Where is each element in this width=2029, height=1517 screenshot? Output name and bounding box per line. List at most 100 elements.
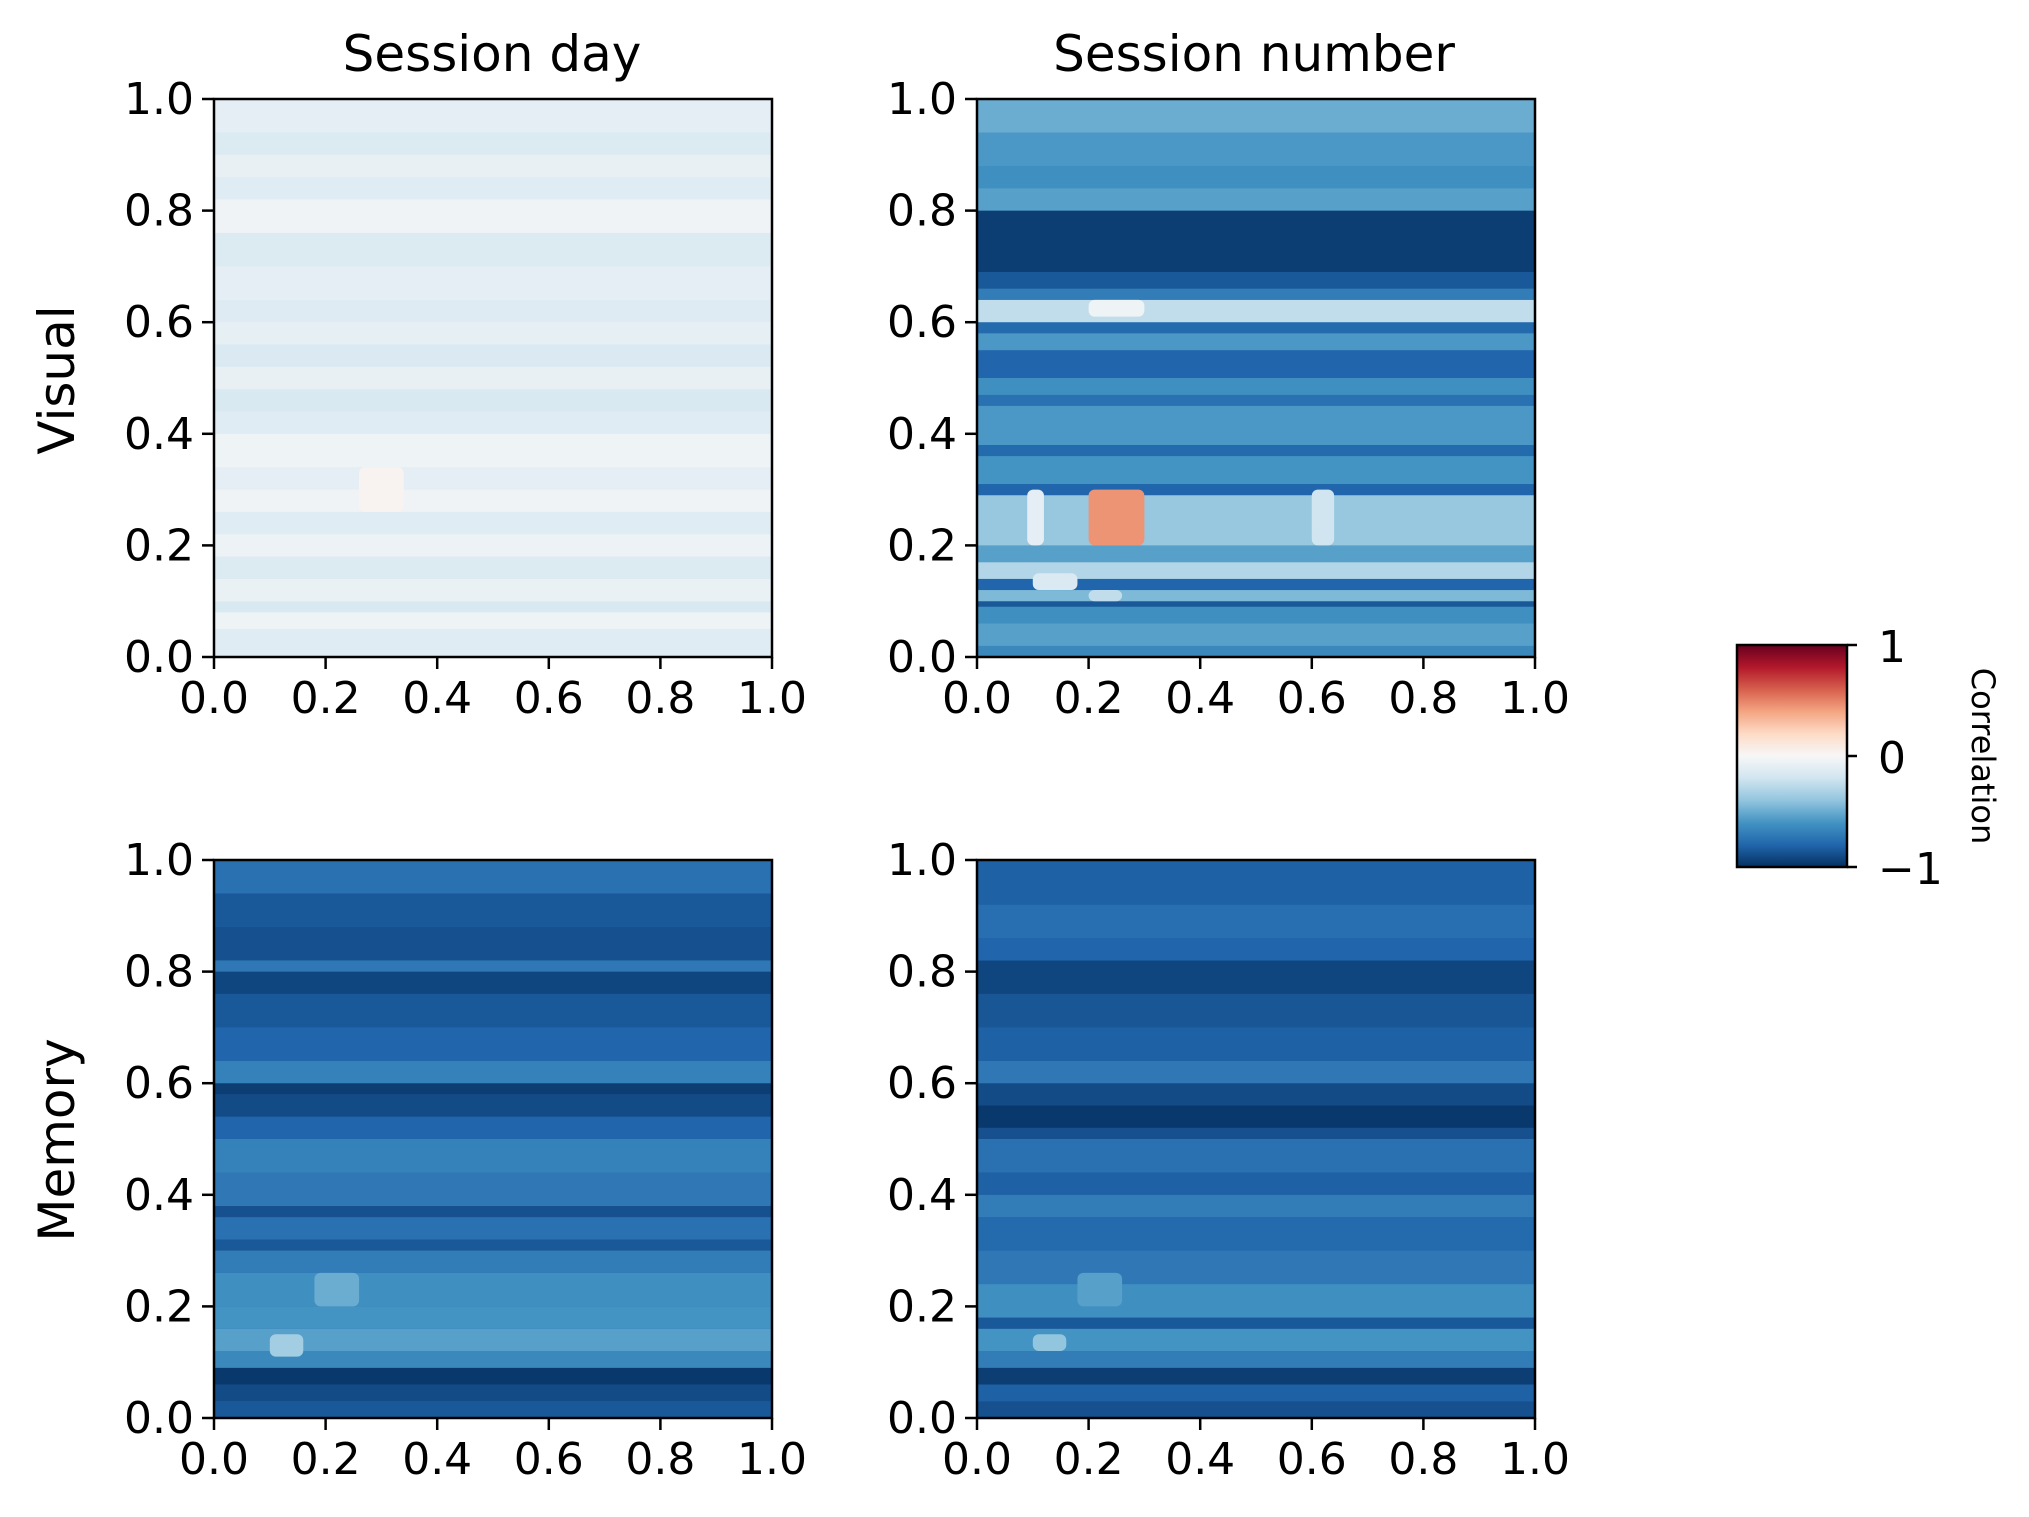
heatmap-band (977, 1060, 1535, 1084)
heatmap-band (214, 322, 772, 345)
colorbar-tick-label-minus1: −1 (1878, 844, 1943, 895)
heatmap-band (977, 1351, 1535, 1368)
heatmap-band (214, 1217, 772, 1240)
x-tick-label: 0.4 (1165, 673, 1235, 724)
y-tick-label: 0.4 (124, 1170, 194, 1221)
heatmap-band (214, 1250, 772, 1273)
heatmap-band (214, 1172, 772, 1206)
colorbar-tick-label-0: 0 (1878, 733, 1906, 784)
heatmap-band (977, 322, 1535, 334)
colorbar: 1 0 −1 Correlation (1735, 622, 2002, 895)
x-tick-label: 0.4 (402, 1434, 472, 1485)
heatmap-spot (1027, 489, 1044, 546)
y-tick-label: 0.0 (887, 1393, 957, 1444)
heatmap-band (977, 645, 1535, 657)
heatmap-band (977, 1317, 1535, 1329)
heatmap-band (977, 99, 1535, 133)
y-tick-label: 0.2 (887, 520, 957, 571)
heatmap-panel-memory-session-number: 0.0 0.2 0.4 0.6 0.8 1.0 0.0 0.2 0.4 0.6 0.8 1.0 (887, 835, 1570, 1485)
heatmap-spot (1311, 489, 1335, 546)
heatmap-band (977, 333, 1535, 351)
heatmap-band (214, 860, 772, 894)
heatmap-band (214, 489, 772, 512)
heatmap-band (214, 1083, 772, 1095)
heatmap-band (977, 1401, 1535, 1418)
heatmap-band (214, 578, 772, 602)
row-label-memory: Memory (28, 1038, 86, 1241)
heatmap-spot (314, 1272, 360, 1307)
heatmap-band (977, 484, 1535, 496)
x-tick-label: 1.0 (1500, 673, 1570, 724)
y-tick-label: 0.2 (124, 1281, 194, 1332)
heatmap-band (977, 378, 1535, 395)
y-tick-label: 0.2 (887, 1281, 957, 1332)
y-tick-label: 0.6 (124, 1058, 194, 1109)
heatmap-band (214, 132, 772, 155)
heatmap-band (214, 1239, 772, 1251)
colorbar-tick-label-1: 1 (1878, 622, 1906, 673)
heatmap-band (977, 1250, 1535, 1285)
x-tick-label: 1.0 (1500, 1434, 1570, 1485)
heatmap-band (977, 1139, 1535, 1173)
x-tick-label: 0.2 (291, 673, 361, 724)
colorbar-gradient (1735, 643, 1849, 869)
heatmap-band (214, 601, 772, 613)
heatmap-band (977, 1027, 1535, 1061)
x-tick-label: 0.0 (942, 673, 1012, 724)
heatmap-band (214, 1116, 772, 1139)
axes-frame (975, 858, 1537, 1420)
heatmap-band (977, 601, 1535, 607)
x-tick-label: 0.6 (1277, 1434, 1347, 1485)
x-tick-label: 1.0 (737, 1434, 807, 1485)
heatmap-band (977, 210, 1535, 272)
heatmap-band (214, 893, 772, 927)
y-tick-label: 0.8 (887, 947, 957, 998)
colorbar-label: Correlation (1964, 668, 2002, 844)
heatmap-band (977, 545, 1535, 563)
heatmap-band (977, 1367, 1535, 1385)
x-tick-label: 0.8 (1388, 1434, 1458, 1485)
heatmap-band (977, 1194, 1535, 1218)
x-tick-label: 1.0 (737, 673, 807, 724)
heatmap-band (214, 1384, 772, 1402)
heatmap-band (214, 1139, 772, 1173)
heatmap-band (214, 344, 772, 367)
x-tick-label: 0.2 (1054, 1434, 1124, 1485)
heatmap-band (977, 350, 1535, 378)
heatmap-band (214, 433, 772, 468)
heatmap-band (214, 612, 772, 630)
heatmap-band (214, 154, 772, 178)
y-tick-label: 0.6 (887, 297, 957, 348)
y-tick-label: 0.0 (124, 632, 194, 683)
heatmap-band (977, 606, 1535, 624)
heatmap-panel-memory-session-day: 0.0 0.2 0.4 0.6 0.8 1.0 0.0 0.2 0.4 0.6 0.8 1.0 (124, 835, 807, 1485)
heatmap-band (214, 1060, 772, 1084)
y-tick-label: 0.8 (887, 186, 957, 237)
heatmap-band (214, 177, 772, 200)
x-tick-label: 0.8 (625, 673, 695, 724)
y-tick-label: 0.4 (887, 1170, 957, 1221)
heatmap-band (214, 1367, 772, 1385)
heatmap-band (977, 444, 1535, 457)
heatmap-band (977, 288, 1535, 300)
y-tick-label: 0.0 (887, 632, 957, 683)
heatmap-spot (359, 467, 404, 512)
heatmap-band (214, 1328, 772, 1352)
heatmap-band (214, 99, 772, 133)
y-tick-label: 0.6 (887, 1058, 957, 1109)
heatmap-band (977, 299, 1535, 323)
x-tick-label: 0.6 (514, 1434, 584, 1485)
heatmap-spot (1077, 1272, 1123, 1307)
heatmap-band (214, 389, 772, 412)
y-tick-label: 1.0 (887, 74, 957, 125)
heatmap-band (214, 534, 772, 557)
heatmap-band (977, 562, 1535, 579)
x-tick-label: 0.2 (291, 1434, 361, 1485)
heatmap-band (214, 411, 772, 434)
heatmap-band (977, 904, 1535, 939)
heatmap-band (977, 165, 1535, 189)
y-tick-label: 0.8 (124, 186, 194, 237)
y-tick-label: 1.0 (887, 835, 957, 886)
heatmap-band (214, 1272, 772, 1307)
